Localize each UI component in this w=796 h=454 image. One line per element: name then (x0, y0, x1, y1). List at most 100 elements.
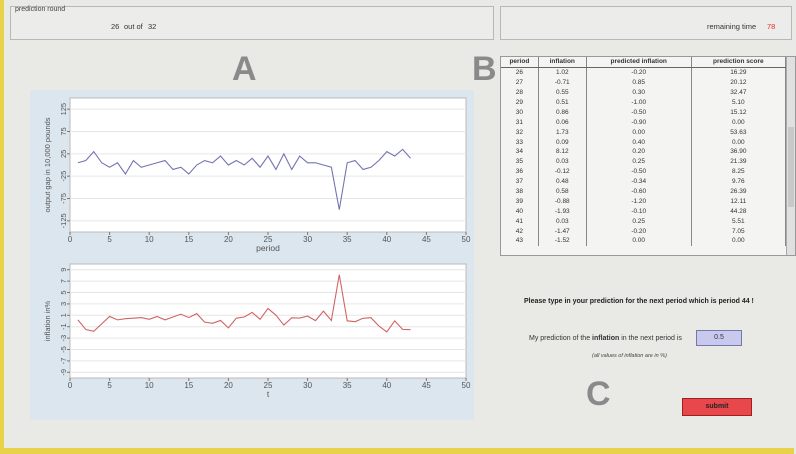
table-cell: -0.50 (586, 107, 692, 118)
table-cell: 0.06 (538, 117, 587, 128)
table-row: 34 8.12 0.20 36.90 (501, 147, 787, 157)
scroll-thumb[interactable] (788, 127, 794, 207)
score-table: period inflation predicted inflation predic… (500, 56, 796, 256)
table-cell: 1.73 (538, 127, 587, 138)
x-tick-label: 50 (462, 235, 471, 244)
table-cell: -0.50 (586, 166, 692, 177)
y-tick-label: -1 (59, 323, 68, 330)
table-cell: 33 (501, 137, 539, 148)
table-cell: -0.71 (538, 77, 587, 88)
table-cell: 0.25 (586, 216, 692, 227)
x-tick-label: 10 (145, 381, 154, 390)
table-row: 28 0.55 0.30 32.47 (501, 87, 787, 98)
x-tick-label: 40 (382, 235, 391, 244)
y-tick-label: -75 (59, 193, 68, 204)
column-header: period (501, 57, 539, 68)
prediction-input[interactable]: 0.5 (696, 330, 742, 346)
table-cell: 0.03 (538, 216, 587, 227)
table-cell: 32.47 (691, 87, 787, 98)
y-axis-title: output gap in 10,000 pounds (43, 117, 52, 212)
submit-button[interactable]: submit (682, 398, 752, 416)
table-cell: 0.00 (586, 127, 692, 138)
table-cell: 0.85 (586, 77, 692, 88)
table-cell: 5.10 (691, 97, 787, 108)
table-row: 26 1.02 -0.20 16.29 (501, 67, 787, 78)
x-tick-label: 35 (343, 381, 352, 390)
x-tick-label: 5 (107, 381, 112, 390)
table-cell: -1.00 (586, 97, 692, 108)
table-cell: 15.12 (691, 107, 787, 118)
table-cell: 39 (501, 196, 539, 207)
table-cell: -1.93 (538, 206, 587, 217)
table-cell: 20.12 (691, 77, 787, 88)
table-row: 41 0.03 0.25 5.51 (501, 216, 787, 227)
table-cell: -1.52 (538, 236, 587, 246)
table-cell: 44.28 (691, 206, 787, 217)
table-cell: 0.00 (691, 236, 787, 246)
letter-c: C (586, 375, 611, 413)
x-axis-title: period (256, 243, 280, 253)
y-axis-title: inflation in% (43, 300, 52, 341)
letter-a: A (232, 50, 257, 88)
x-tick-label: 0 (68, 381, 73, 390)
table-row: 32 1.73 0.00 53.63 (501, 127, 787, 138)
table-cell: 0.55 (538, 87, 587, 98)
table-cell: -0.20 (586, 67, 692, 78)
y-tick-label: 75 (59, 127, 68, 135)
table-cell: 0.25 (586, 156, 692, 167)
x-tick-label: 30 (303, 381, 312, 390)
table-cell: 9.76 (691, 176, 787, 187)
note: (all values of inflation are in %) (592, 353, 667, 359)
label-after: in the next period is (619, 335, 682, 342)
table-cell: 37 (501, 176, 539, 187)
table-cell: 16.29 (691, 67, 787, 78)
letter-b: B (472, 50, 497, 88)
table-cell: 7.05 (691, 226, 787, 237)
y-tick-label: -125 (59, 213, 68, 228)
y-tick-label: 5 (59, 290, 68, 294)
x-tick-label: 15 (184, 235, 193, 244)
table-cell: -1.20 (586, 196, 692, 207)
round-of: out of (124, 22, 143, 31)
data-line (77, 274, 411, 333)
table-cell: 0.48 (538, 176, 587, 187)
table-cell: -0.20 (586, 226, 692, 237)
table-cell: 0.00 (691, 137, 787, 148)
table: period inflation predicted inflation predic… (501, 57, 787, 246)
data-line (77, 148, 411, 210)
table-cell: 1.02 (538, 67, 587, 78)
table-row: 39 -0.88 -1.20 12.11 (501, 196, 787, 207)
table-cell: 42 (501, 226, 539, 237)
table-cell: 0.86 (538, 107, 587, 118)
table-cell: 0.03 (538, 156, 587, 167)
table-cell: 30 (501, 107, 539, 118)
round-number: 26 (111, 22, 120, 31)
table-cell: 40 (501, 206, 539, 217)
table-row: 27 -0.71 0.85 20.12 (501, 77, 787, 88)
table-cell: 8.12 (538, 147, 587, 157)
y-tick-label: -3 (59, 335, 68, 342)
table-cell: 35 (501, 156, 539, 167)
x-tick-label: 10 (145, 235, 154, 244)
x-tick-label: 30 (303, 235, 312, 244)
table-row: 42 -1.47 -0.20 7.05 (501, 226, 787, 237)
table-cell: 0.30 (586, 87, 692, 98)
y-tick-label: -7 (59, 358, 68, 365)
table-row: 35 0.03 0.25 21.39 (501, 156, 787, 167)
table-cell: 0.00 (691, 117, 787, 128)
header-row: period inflation predicted inflation predic… (501, 57, 787, 68)
x-tick-label: 5 (107, 235, 112, 244)
x-tick-label: 15 (184, 381, 193, 390)
label-bold: inflation (592, 335, 620, 342)
table-row: 40 -1.93 -0.10 44.28 (501, 206, 787, 217)
y-tick-label: 25 (59, 150, 68, 158)
table-cell: 31 (501, 117, 539, 128)
x-tick-label: 45 (422, 381, 431, 390)
time-value: 78 (767, 22, 776, 31)
scrollbar[interactable] (786, 57, 795, 255)
round-label: prediction round (15, 6, 66, 13)
x-axis-title: t (267, 389, 270, 399)
table-cell: 21.39 (691, 156, 787, 167)
